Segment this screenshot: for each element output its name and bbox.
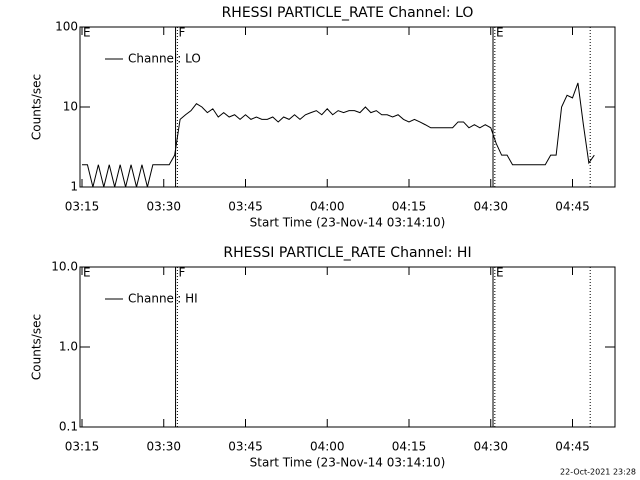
- y-tick-label: 1.0: [59, 340, 78, 354]
- y-axis-label: Counts/sec: [30, 74, 44, 140]
- event-label: E: [83, 26, 91, 40]
- x-tick-label: 03:30: [146, 440, 181, 454]
- footer: 22-Oct-2021 23:28: [560, 468, 636, 477]
- y-tick-label: 10.0: [51, 260, 78, 274]
- x-tick-label: 04:15: [392, 440, 427, 454]
- x-tick-label: 03:30: [146, 200, 181, 214]
- data-line: [82, 82, 595, 187]
- x-tick-label: 04:45: [555, 440, 590, 454]
- y-tick-label: 1: [70, 180, 78, 194]
- legend-label: Channel: LO: [128, 52, 201, 66]
- y-axis-label: Counts/sec: [30, 314, 44, 380]
- x-tick-label: 03:45: [228, 200, 263, 214]
- event-label: F: [179, 266, 186, 280]
- x-axis-label: Start Time (23-Nov-14 03:14:10): [250, 456, 446, 470]
- event-label: F: [179, 26, 186, 40]
- y-tick-label: 100: [55, 20, 78, 34]
- x-tick-label: 03:45: [228, 440, 263, 454]
- event-label: E: [83, 266, 91, 280]
- y-tick-label: 10: [63, 100, 78, 114]
- x-tick-label: 04:00: [310, 440, 345, 454]
- x-tick-label: 03:15: [65, 200, 100, 214]
- y-tick-label: 0.1: [59, 420, 78, 434]
- x-tick-label: 04:45: [555, 200, 590, 214]
- legend-label: Channel: HI: [128, 292, 198, 306]
- x-tick-label: 03:15: [65, 440, 100, 454]
- chart-title: RHESSI PARTICLE_RATE Channel: HI: [223, 245, 471, 261]
- x-axis-label: Start Time (23-Nov-14 03:14:10): [250, 216, 446, 230]
- chart-title: RHESSI PARTICLE_RATE Channel: LO: [222, 5, 474, 21]
- event-label: E: [496, 26, 504, 40]
- x-tick-label: 04:15: [392, 200, 427, 214]
- x-tick-label: 04:30: [473, 200, 508, 214]
- x-tick-label: 04:00: [310, 200, 345, 214]
- x-tick-label: 04:30: [473, 440, 508, 454]
- event-label: E: [496, 266, 504, 280]
